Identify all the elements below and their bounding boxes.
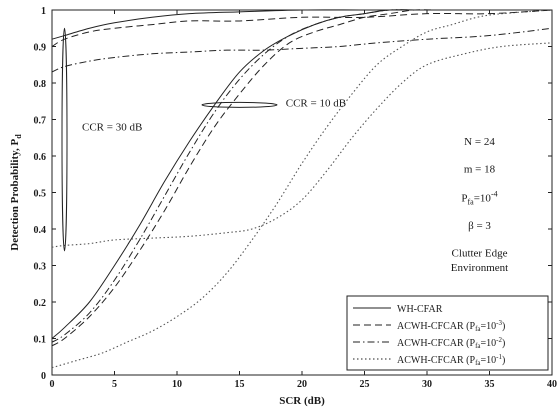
y-tick-label: 1 xyxy=(41,6,46,17)
legend-label: ACWH-CFCAR (Pfa=10-3) xyxy=(397,319,505,333)
legend-label: WH-CFAR xyxy=(397,304,443,315)
series-lines xyxy=(51,9,553,369)
x-tick-label: 5 xyxy=(112,379,117,390)
param-pfa: Pfa=10-4 xyxy=(461,190,497,207)
legend-label: ACWH-CFCAR (Pfa=10-2) xyxy=(397,336,505,350)
axis-ticks: 0 5 10 15 20 25 30 35 40 0 0.1 0.2 0.3 0.4 0.5 0.6 0.7 0.… xyxy=(34,6,558,390)
legend-label: ACWH-CFCAR (Pfa=10-1) xyxy=(397,353,505,367)
legend: WH-CFAR ACWH-CFCAR (Pfa=10-3) ACWH-CFCAR… xyxy=(346,295,549,371)
annotation-ccr-10: CCR = 10 dB xyxy=(286,98,346,110)
y-tick-label: 0.4 xyxy=(34,225,47,236)
param-beta: β = 3 xyxy=(468,220,491,232)
param-m: m = 18 xyxy=(464,163,496,175)
param-environment-line2: Environment xyxy=(451,262,508,274)
y-axis-label: Detection Probability, Pd xyxy=(9,134,23,251)
y-tick-label: 0 xyxy=(41,371,46,382)
y-tick-label: 0.8 xyxy=(34,79,47,90)
x-axis-label: SCR (dB) xyxy=(279,395,325,407)
y-tick-label: 0.9 xyxy=(34,43,47,54)
series-line-dotted xyxy=(51,42,553,248)
y-tick-label: 0.1 xyxy=(34,335,47,346)
legend-item: ACWH-CFCAR (Pfa=10-1) xyxy=(353,353,505,367)
x-tick-label: 30 xyxy=(422,379,432,390)
parameter-annotations: N = 24 m = 18 Pfa=10-4 β = 3 Clutter Edg… xyxy=(451,136,508,274)
ccr-markers xyxy=(61,27,278,252)
legend-item: ACWH-CFCAR (Pfa=10-2) xyxy=(353,336,505,350)
y-tick-label: 0.5 xyxy=(34,189,47,200)
y-tick-label: 0.7 xyxy=(34,116,47,127)
ccr30-group-marker xyxy=(61,27,68,252)
legend-item: WH-CFAR xyxy=(353,304,443,315)
y-tick-label: 0.2 xyxy=(34,298,47,309)
annotation-ccr-30: CCR = 30 dB xyxy=(82,121,142,133)
x-tick-label: 15 xyxy=(235,379,245,390)
series-line-dashed xyxy=(51,9,552,347)
legend-item: ACWH-CFCAR (Pfa=10-3) xyxy=(353,319,505,333)
series-line-dashed xyxy=(51,9,553,47)
series-line-dashdot xyxy=(51,9,552,343)
param-n: N = 24 xyxy=(464,136,495,148)
x-tick-label: 40 xyxy=(547,379,557,390)
x-tick-label: 20 xyxy=(297,379,307,390)
ccr10-group-marker xyxy=(201,101,278,108)
y-tick-label: 0.6 xyxy=(34,152,47,163)
x-tick-label: 35 xyxy=(485,379,495,390)
x-tick-label: 10 xyxy=(172,379,182,390)
series-line-dashdot xyxy=(51,27,553,73)
x-tick-label: 25 xyxy=(360,379,370,390)
x-tick-label: 0 xyxy=(50,379,55,390)
y-tick-label: 0.3 xyxy=(34,262,47,273)
series-line-solid xyxy=(51,9,552,40)
param-environment-line1: Clutter Edge xyxy=(452,247,508,259)
